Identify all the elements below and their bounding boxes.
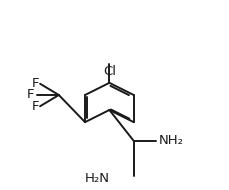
Text: Cl: Cl	[102, 65, 115, 78]
Text: F: F	[32, 100, 39, 113]
Text: F: F	[32, 77, 39, 90]
Text: H₂N: H₂N	[84, 172, 109, 185]
Text: NH₂: NH₂	[158, 134, 183, 147]
Text: F: F	[27, 89, 34, 101]
